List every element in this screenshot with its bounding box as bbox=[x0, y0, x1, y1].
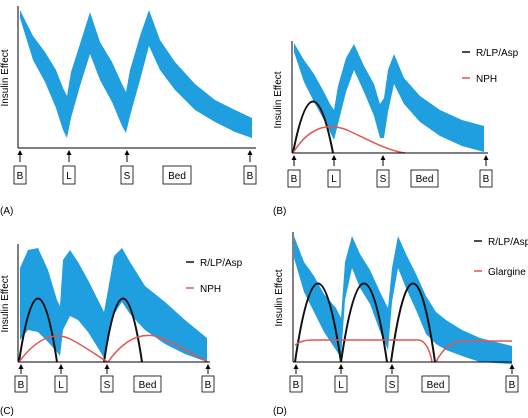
marker-bedtime: Bed bbox=[133, 375, 162, 393]
y-axis-label: Insulin Effect bbox=[0, 275, 11, 332]
marker-label: B bbox=[293, 380, 300, 391]
rapid-curve-supper bbox=[103, 297, 143, 363]
glargine-curve-day bbox=[294, 339, 433, 363]
marker-breakfast: B bbox=[14, 364, 28, 393]
marker-breakfast: B bbox=[287, 155, 301, 188]
marker-next-breakfast: B bbox=[243, 150, 257, 185]
marker-label: B bbox=[17, 171, 24, 182]
legend-label-basal: Glargine bbox=[488, 267, 526, 278]
insulin-band bbox=[294, 43, 484, 152]
y-axis-label: Insulin Effect bbox=[273, 71, 284, 128]
insulin-band bbox=[294, 236, 512, 364]
basal-curves bbox=[18, 334, 209, 363]
legend-label-rapid: R/LP/Asp bbox=[476, 48, 519, 59]
marker-bedtime: Bed bbox=[421, 375, 450, 393]
marker-label: Bed bbox=[168, 171, 186, 182]
marker-breakfast: B bbox=[13, 150, 27, 185]
insulin-effect-band-area bbox=[294, 236, 512, 364]
rapid-curves bbox=[294, 282, 436, 363]
legend-label-basal: NPH bbox=[476, 74, 497, 85]
legend-label-basal: NPH bbox=[200, 284, 221, 295]
panel-d: Insulin Effect B L S Bed B R/LP/Asp bbox=[273, 232, 528, 417]
nph-curve-morning bbox=[292, 125, 406, 154]
insulin-band bbox=[20, 10, 252, 138]
marker-label: L bbox=[58, 380, 64, 391]
panel-label: (B) bbox=[273, 206, 286, 217]
rapid-curve-lunch bbox=[340, 282, 388, 363]
insulin-band bbox=[20, 248, 207, 362]
legend-label-rapid: R/LP/Asp bbox=[488, 237, 528, 248]
marker-label: L bbox=[331, 174, 337, 185]
rapid-curve-breakfast bbox=[294, 282, 342, 363]
marker-bedtime: Bed bbox=[410, 169, 439, 188]
insulin-effect-band-area bbox=[294, 43, 484, 152]
panel-b: Insulin Effect B L S Bed B R/LP/Asp bbox=[273, 41, 519, 217]
marker-lunch: L bbox=[62, 150, 76, 185]
panel-label: (A) bbox=[0, 206, 13, 217]
marker-lunch: L bbox=[334, 364, 348, 393]
marker-label: S bbox=[380, 174, 387, 185]
marker-label: B bbox=[291, 174, 298, 185]
glargine-curve-night bbox=[435, 340, 512, 363]
legend: R/LP/Asp NPH bbox=[462, 48, 519, 85]
basal-curves bbox=[294, 339, 512, 363]
rapid-curve-breakfast bbox=[292, 100, 334, 154]
marker-bedtime: Bed bbox=[162, 165, 192, 185]
marker-lunch: L bbox=[54, 364, 68, 393]
nph-curve-evening bbox=[107, 334, 209, 363]
panel-a: Insulin Effect B L S Bed B (A) bbox=[0, 6, 257, 217]
marker-breakfast: B bbox=[289, 364, 303, 393]
marker-label: L bbox=[338, 380, 344, 391]
marker-supper: S bbox=[385, 364, 399, 393]
panel-label: (D) bbox=[273, 406, 287, 417]
marker-label: S bbox=[124, 171, 131, 182]
marker-label: Bed bbox=[416, 174, 434, 185]
marker-supper: S bbox=[100, 364, 114, 393]
y-axis-label: Insulin Effect bbox=[0, 49, 11, 106]
marker-label: Bed bbox=[427, 380, 445, 391]
marker-next-breakfast: B bbox=[479, 155, 493, 188]
marker-label: B bbox=[483, 174, 490, 185]
rapid-curve-supper bbox=[390, 282, 436, 363]
y-axis-label: Insulin Effect bbox=[274, 269, 285, 326]
rapid-curves bbox=[292, 100, 334, 154]
nph-curve-morning bbox=[18, 335, 109, 363]
insulin-effect-band-area bbox=[20, 10, 252, 138]
marker-lunch: L bbox=[327, 155, 341, 188]
marker-label: B bbox=[18, 380, 25, 391]
marker-label: Bed bbox=[139, 380, 157, 391]
marker-label: B bbox=[509, 380, 516, 391]
basal-curves bbox=[292, 125, 406, 154]
marker-label: S bbox=[104, 380, 111, 391]
marker-label: L bbox=[66, 171, 72, 182]
marker-supper: S bbox=[376, 155, 390, 188]
marker-label: S bbox=[389, 380, 396, 391]
insulin-effect-band-area bbox=[20, 248, 207, 362]
marker-next-breakfast: B bbox=[505, 364, 519, 393]
legend: R/LP/Asp Glargine bbox=[474, 237, 528, 278]
marker-supper: S bbox=[120, 150, 134, 185]
marker-next-breakfast: B bbox=[201, 364, 215, 393]
legend-label-rapid: R/LP/Asp bbox=[200, 258, 243, 269]
marker-label: B bbox=[247, 171, 254, 182]
panel-label: (C) bbox=[0, 406, 14, 417]
legend: R/LP/Asp NPH bbox=[186, 258, 243, 295]
panel-c: Insulin Effect B L S Bed B R/LP/Asp bbox=[0, 244, 243, 417]
marker-label: B bbox=[205, 380, 212, 391]
